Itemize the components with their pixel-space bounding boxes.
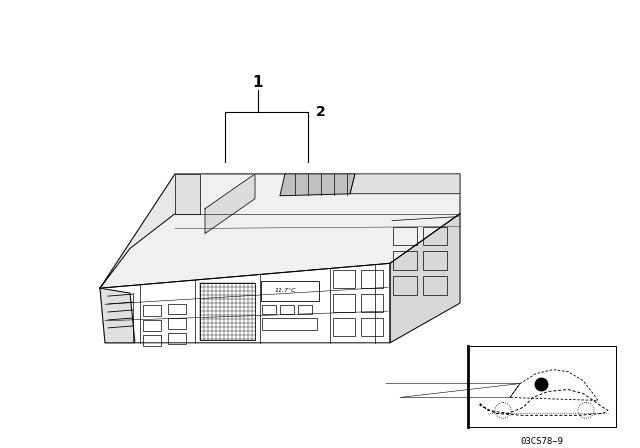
- Bar: [423, 276, 447, 295]
- Bar: [143, 320, 161, 331]
- Bar: [393, 251, 417, 270]
- Text: 03CS78−9: 03CS78−9: [520, 437, 563, 446]
- Polygon shape: [100, 288, 135, 343]
- Text: 1: 1: [253, 75, 263, 90]
- Bar: [168, 333, 186, 344]
- Polygon shape: [280, 174, 355, 196]
- Bar: [280, 305, 294, 314]
- Polygon shape: [390, 214, 460, 343]
- Bar: [261, 281, 319, 301]
- Bar: [361, 270, 383, 288]
- Bar: [361, 294, 383, 312]
- Polygon shape: [175, 174, 200, 214]
- Polygon shape: [100, 174, 200, 288]
- Bar: [262, 318, 317, 330]
- Bar: [423, 227, 447, 246]
- Bar: [333, 270, 355, 288]
- Bar: [423, 251, 447, 270]
- Bar: [333, 318, 355, 336]
- Bar: [393, 227, 417, 246]
- Bar: [143, 335, 161, 346]
- Bar: [143, 305, 161, 316]
- Bar: [393, 276, 417, 295]
- Polygon shape: [100, 174, 460, 288]
- Bar: [168, 303, 186, 314]
- Bar: [200, 283, 255, 340]
- Bar: [361, 318, 383, 336]
- Polygon shape: [100, 263, 390, 343]
- Text: 11.7°C: 11.7°C: [275, 288, 296, 293]
- Bar: [298, 305, 312, 314]
- Bar: [168, 319, 186, 329]
- Bar: [333, 294, 355, 312]
- Bar: [262, 305, 276, 314]
- Text: 2: 2: [316, 105, 326, 119]
- Polygon shape: [350, 174, 460, 194]
- Polygon shape: [205, 174, 255, 233]
